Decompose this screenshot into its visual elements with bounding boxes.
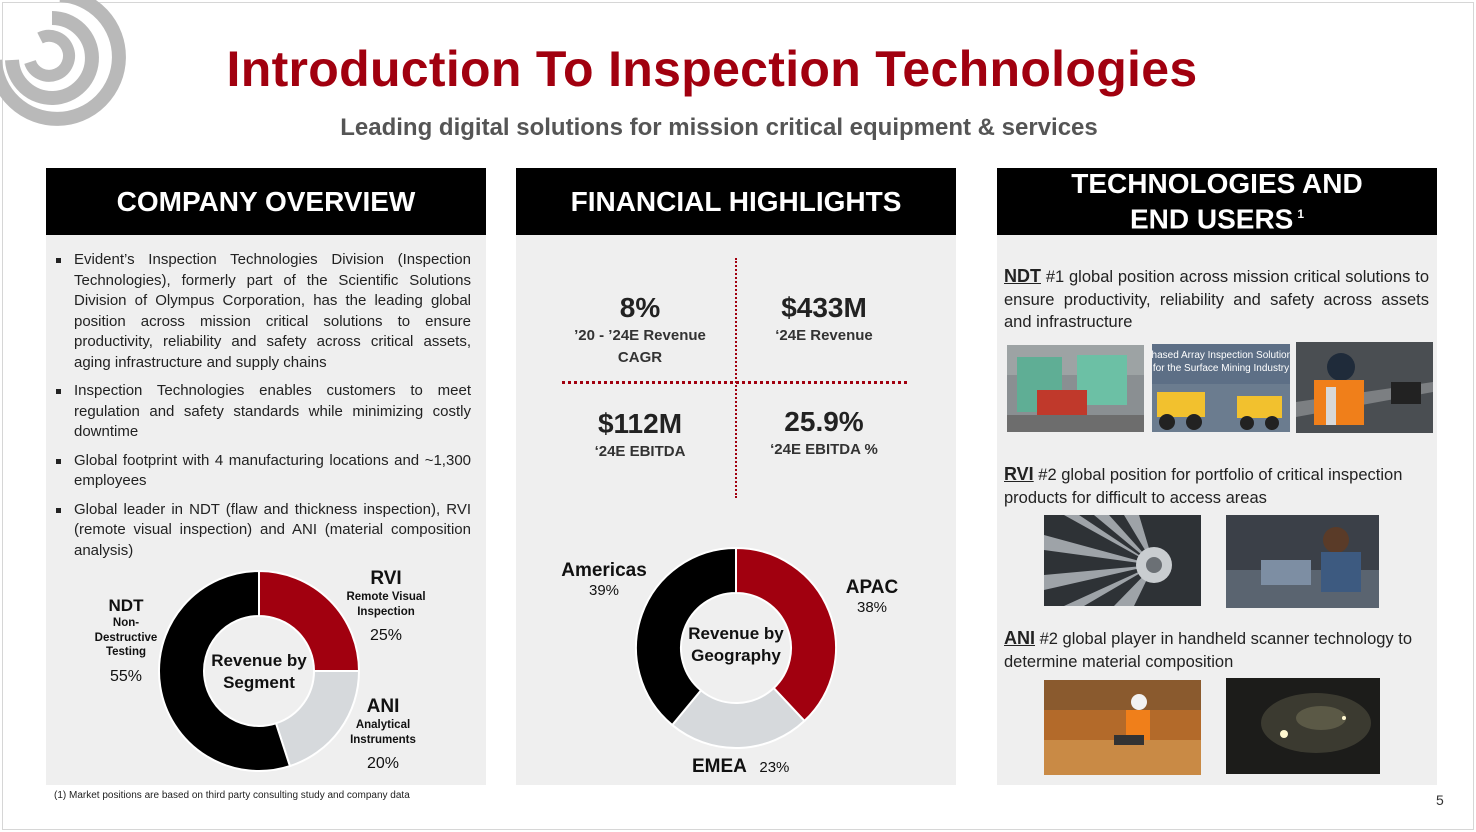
segment-center-line1: Revenue by (211, 651, 307, 670)
segment-chart-center-label: Revenue by Segment (194, 650, 324, 694)
tech-ani-text: #2 global player in handheld scanner tec… (1004, 630, 1413, 671)
segment-center-line2: Segment (223, 673, 295, 692)
technologies-heading: TECHNOLOGIES AND END USERS 1 (997, 168, 1437, 235)
donut-slice-ndt (158, 570, 292, 772)
metric-ebitda-value: $112M (597, 408, 683, 439)
rvi-photo-technician (1226, 515, 1379, 608)
donut-slice-emea (670, 686, 806, 749)
metric-ebitda-margin-label: ‘24E EBITDA % (770, 441, 878, 458)
tech-ndt-description: NDT #1 global position across mission cr… (1004, 265, 1429, 334)
photo-caption-line1: Phased Array Inspection Solutions (1152, 350, 1290, 361)
ani-sub1: Analytical (355, 719, 411, 731)
company-logo (0, 0, 126, 126)
financial-highlights-panel: FINANCIAL HIGHLIGHTS 8% ’20 - ’24E Reven… (516, 168, 956, 785)
technologies-heading-line2: END USERS (1129, 203, 1294, 235)
ndt-sub1: Non- (112, 617, 140, 629)
metric-revenue: $433M ‘24E Revenue (734, 292, 914, 346)
ani-photo-field-worker (1044, 680, 1201, 775)
ani-photo-mine-tunnel (1226, 678, 1380, 774)
company-overview-heading: COMPANY OVERVIEW (46, 168, 486, 235)
tech-rvi-description: RVI #2 global position for portfolio of … (1004, 463, 1429, 509)
technologies-heading-line1: TECHNOLOGIES AND (1071, 167, 1363, 199)
donut-slice-rvi (258, 570, 360, 672)
page-title: Introduction To Inspection Technologies (226, 41, 1198, 97)
overview-bullet: Evident’s Inspection Technologies Divisi… (56, 250, 471, 373)
geo-center-line2: Geography (691, 646, 781, 665)
overview-bullet-list: Evident’s Inspection Technologies Divisi… (56, 250, 471, 569)
metric-revenue-label: ‘24E Revenue (775, 327, 873, 344)
ndt-sub3: Testing (105, 646, 147, 658)
americas-label: Americas 39% (548, 560, 660, 599)
company-overview-panel: COMPANY OVERVIEW Evident’s Inspection Te… (46, 168, 486, 785)
footnote: (1) Market positions are based on third … (54, 790, 410, 801)
page-subtitle: Leading digital solutions for mission cr… (340, 114, 1098, 141)
americas-name: Americas (561, 560, 647, 581)
geo-center-line1: Revenue by (688, 624, 784, 643)
technologies-heading-line2-wrap: END USERS 1 (1130, 199, 1304, 234)
geography-donut-chart (635, 547, 837, 749)
ndt-photo-mining-trucks: Phased Array Inspection Solutions for th… (1152, 344, 1290, 432)
rvi-photo-turbine (1044, 515, 1201, 606)
technologies-panel: TECHNOLOGIES AND END USERS 1 NDT #1 globa… (997, 168, 1437, 785)
ndt-photo-rail-inspector (1296, 342, 1433, 433)
page-number: 5 (1436, 792, 1444, 808)
ndt-photo-factory (1007, 345, 1144, 432)
emea-name: EMEA (692, 756, 747, 777)
ndt-name: NDT (108, 596, 144, 615)
financial-metrics-grid: 8% ’20 - ’24E Revenue CAGR $433M ‘24E Re… (516, 248, 956, 498)
photo-caption-line2: for the Surface Mining Industry (1153, 363, 1289, 374)
americas-pct: 39% (588, 582, 620, 599)
emea-pct: 23% (759, 759, 790, 776)
ani-name: ANI (366, 696, 400, 717)
donut-slice-apac (735, 547, 837, 723)
grid-horizontal-divider (562, 381, 907, 384)
metric-ebitda-margin-value: 25.9% (784, 406, 864, 437)
rvi-segment-label: RVI Remote Visual Inspection 25% (336, 568, 436, 645)
metric-cagr-label2: CAGR (617, 349, 663, 366)
apac-name: APAC (845, 577, 899, 598)
metric-ebitda-label: ‘24E EBITDA (594, 443, 686, 460)
tech-ndt-abbr: NDT (1004, 266, 1041, 286)
overview-bullet: Global footprint with 4 manufacturing lo… (56, 451, 471, 492)
grid-vertical-divider (735, 258, 737, 498)
tech-ani-abbr: ANI (1004, 628, 1035, 648)
ani-pct: 20% (366, 755, 400, 772)
apac-label: APAC 38% (832, 577, 912, 616)
segment-donut-chart (158, 570, 360, 772)
ndt-segment-label: NDT Non- Destructive Testing 55% (76, 596, 176, 686)
ndt-pct: 55% (109, 667, 143, 685)
overview-bullet: Inspection Technologies enables customer… (56, 381, 471, 443)
ani-sub2: Instruments (350, 733, 416, 746)
financial-highlights-heading: FINANCIAL HIGHLIGHTS (516, 168, 956, 235)
emea-label: EMEA 23% (692, 756, 812, 778)
rvi-sub1: Remote Visual (346, 591, 426, 603)
ani-segment-label: ANI Analytical Instruments 20% (333, 696, 433, 773)
tech-rvi-abbr: RVI (1004, 464, 1034, 484)
tech-ani-description: ANI #2 global player in handheld scanner… (1004, 627, 1429, 673)
metric-cagr: 8% ’20 - ’24E Revenue CAGR (550, 292, 730, 368)
metric-ebitda: $112M ‘24E EBITDA (550, 408, 730, 462)
donut-slice-americas (635, 547, 737, 727)
overview-bullet: Global leader in NDT (flaw and thickness… (56, 500, 471, 562)
apac-pct: 38% (856, 599, 888, 616)
rvi-pct: 25% (369, 627, 403, 644)
ndt-sub2: Destructive (94, 631, 158, 644)
tech-rvi-text: #2 global position for portfolio of crit… (1004, 466, 1403, 507)
geography-chart-center-label: Revenue by Geography (671, 623, 801, 667)
technologies-heading-footnote-ref: 1 (1297, 206, 1305, 221)
metric-cagr-label1: ’20 - ’24E Revenue (574, 327, 706, 344)
tech-ndt-text: #1 global position across mission critic… (1004, 268, 1429, 331)
metric-ebitda-margin: 25.9% ‘24E EBITDA % (734, 406, 914, 460)
metric-revenue-value: $433M (781, 292, 867, 323)
rvi-sub2: Inspection (357, 605, 415, 618)
rvi-name: RVI (370, 568, 402, 589)
metric-cagr-value: 8% (619, 292, 661, 323)
